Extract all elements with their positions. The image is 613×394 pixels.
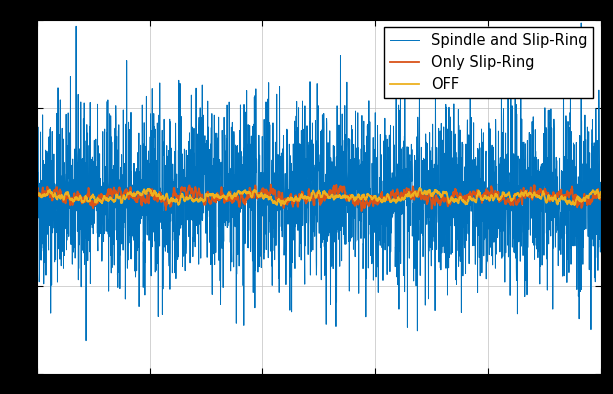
Spindle and Slip-Ring	[577, 20, 585, 25]
OFF	[597, 190, 604, 194]
OFF	[277, 203, 284, 208]
OFF	[97, 198, 105, 203]
Spindle and Slip-Ring	[525, 175, 533, 179]
OFF	[249, 190, 257, 194]
Only Slip-Ring	[249, 192, 257, 197]
Spindle and Slip-Ring	[274, 201, 281, 206]
Legend: Spindle and Slip-Ring, Only Slip-Ring, OFF: Spindle and Slip-Ring, Only Slip-Ring, O…	[384, 27, 593, 98]
OFF	[525, 191, 533, 195]
Only Slip-Ring	[274, 196, 281, 201]
Only Slip-Ring	[131, 191, 139, 195]
OFF	[416, 186, 424, 190]
Only Slip-Ring	[33, 183, 40, 188]
Line: Spindle and Slip-Ring: Spindle and Slip-Ring	[37, 23, 601, 341]
Only Slip-Ring	[358, 209, 365, 214]
Only Slip-Ring	[525, 195, 533, 200]
Spindle and Slip-Ring	[597, 201, 604, 206]
Only Slip-Ring	[267, 182, 275, 187]
Spindle and Slip-Ring	[587, 166, 594, 171]
Spindle and Slip-Ring	[82, 338, 89, 343]
OFF	[131, 192, 139, 197]
Line: Only Slip-Ring: Only Slip-Ring	[37, 184, 601, 211]
Spindle and Slip-Ring	[97, 217, 105, 222]
Only Slip-Ring	[587, 200, 594, 205]
Spindle and Slip-Ring	[249, 290, 257, 295]
Spindle and Slip-Ring	[33, 173, 40, 177]
Spindle and Slip-Ring	[131, 171, 139, 175]
Only Slip-Ring	[597, 196, 604, 201]
OFF	[274, 201, 281, 205]
OFF	[587, 192, 594, 197]
Only Slip-Ring	[97, 191, 105, 196]
Line: OFF: OFF	[37, 188, 601, 206]
OFF	[33, 192, 40, 197]
